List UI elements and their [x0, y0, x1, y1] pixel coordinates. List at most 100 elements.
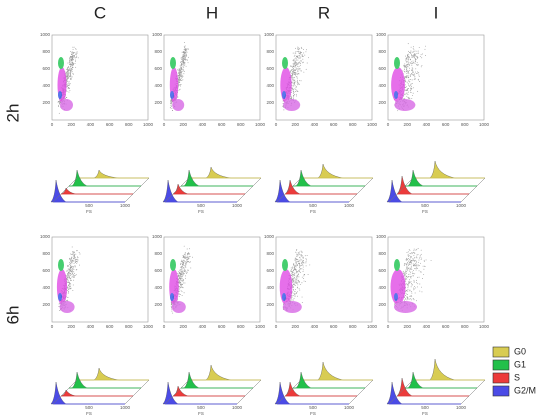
event-dot: [183, 73, 185, 75]
event-dot: [185, 65, 187, 67]
histogram: [50, 169, 150, 203]
axis: [348, 379, 374, 405]
histogram-peak: [386, 381, 461, 405]
x-tick-label: 1000: [143, 122, 154, 127]
event-dot: [182, 261, 184, 263]
event-dot: [412, 62, 414, 64]
event-dot: [179, 286, 181, 288]
event-dot: [69, 270, 70, 272]
y-tick-label: 400: [266, 83, 274, 88]
event-dot: [181, 259, 183, 261]
event-dot: [182, 270, 184, 272]
y-tick-label: 800: [154, 251, 162, 256]
event-dot: [66, 74, 68, 76]
event-dot: [405, 59, 407, 61]
event-dot: [410, 268, 412, 270]
event-dot: [301, 251, 303, 253]
event-dot: [409, 76, 411, 77]
event-dot: [75, 274, 77, 276]
event-dot: [423, 259, 425, 261]
event-dot: [411, 54, 412, 56]
event-dot: [296, 265, 298, 266]
event-dot: [73, 252, 75, 254]
event-dot: [404, 273, 406, 275]
event-dot: [293, 268, 295, 270]
event-dot: [298, 67, 300, 69]
event-dot: [407, 251, 409, 253]
event-dot: [421, 65, 423, 66]
event-dot: [293, 83, 295, 85]
event-dot: [67, 69, 69, 71]
event-dot: [178, 72, 180, 74]
hist-tick-label: 1000: [344, 405, 355, 410]
event-dot: [295, 89, 297, 91]
event-dot: [184, 58, 186, 60]
histogram-peak: [77, 367, 149, 381]
event-dot: [405, 269, 407, 271]
density-high: [279, 269, 293, 305]
event-dot: [67, 277, 69, 278]
event-dot: [67, 74, 69, 76]
event-dot: [296, 282, 298, 284]
x-tick-label: 600: [330, 122, 338, 127]
hist-tick-label: 500: [309, 405, 317, 410]
event-dot: [182, 70, 184, 72]
y-tick-label: 600: [42, 268, 50, 273]
event-dot: [76, 250, 78, 252]
event-dot: [177, 275, 179, 276]
event-dot: [296, 277, 298, 278]
event-dot: [412, 61, 414, 63]
event-dot: [299, 51, 301, 53]
event-dot: [293, 283, 295, 285]
event-dot: [170, 105, 172, 107]
event-dot: [424, 48, 426, 50]
event-dot: [70, 284, 72, 286]
event-dot: [412, 55, 414, 57]
event-dot: [407, 97, 409, 99]
x-tick-label: 1000: [479, 324, 490, 329]
event-dot: [187, 59, 188, 61]
event-dot: [299, 61, 301, 63]
event-dot: [181, 266, 183, 268]
event-dot: [179, 263, 181, 265]
event-dot: [297, 81, 298, 83]
event-dot: [58, 303, 60, 305]
event-dot: [301, 265, 303, 266]
event-dot: [291, 71, 293, 73]
y-tick-label: 1000: [376, 234, 387, 239]
event-dot: [410, 275, 412, 277]
event-dot: [79, 264, 80, 266]
event-dot: [301, 54, 303, 56]
event-dot: [184, 269, 186, 271]
event-dot: [406, 57, 408, 59]
event-dot: [405, 293, 407, 295]
event-dot: [71, 53, 72, 55]
event-dot: [180, 275, 182, 277]
event-dot: [413, 254, 415, 256]
event-dot: [71, 51, 73, 53]
event-dot: [66, 79, 68, 81]
event-dot: [298, 57, 299, 59]
event-dot: [74, 274, 76, 276]
event-dot: [296, 48, 298, 50]
event-dot: [69, 59, 71, 61]
event-dot: [418, 79, 420, 81]
event-dot: [296, 279, 298, 281]
event-dot: [423, 260, 425, 262]
event-dot: [72, 270, 73, 272]
event-dot: [67, 279, 69, 281]
event-dot: [419, 81, 421, 82]
legend-swatch: [492, 359, 510, 371]
event-dot: [301, 261, 303, 263]
event-dot: [409, 270, 411, 272]
event-dot: [413, 263, 415, 265]
event-dot: [71, 276, 73, 278]
event-dot: [295, 91, 296, 92]
event-dot: [415, 61, 417, 63]
hist-axis-label: FS: [310, 411, 316, 416]
event-dot: [292, 90, 294, 92]
event-dot: [70, 74, 72, 76]
event-dot: [295, 279, 297, 280]
density-core: [170, 293, 174, 301]
